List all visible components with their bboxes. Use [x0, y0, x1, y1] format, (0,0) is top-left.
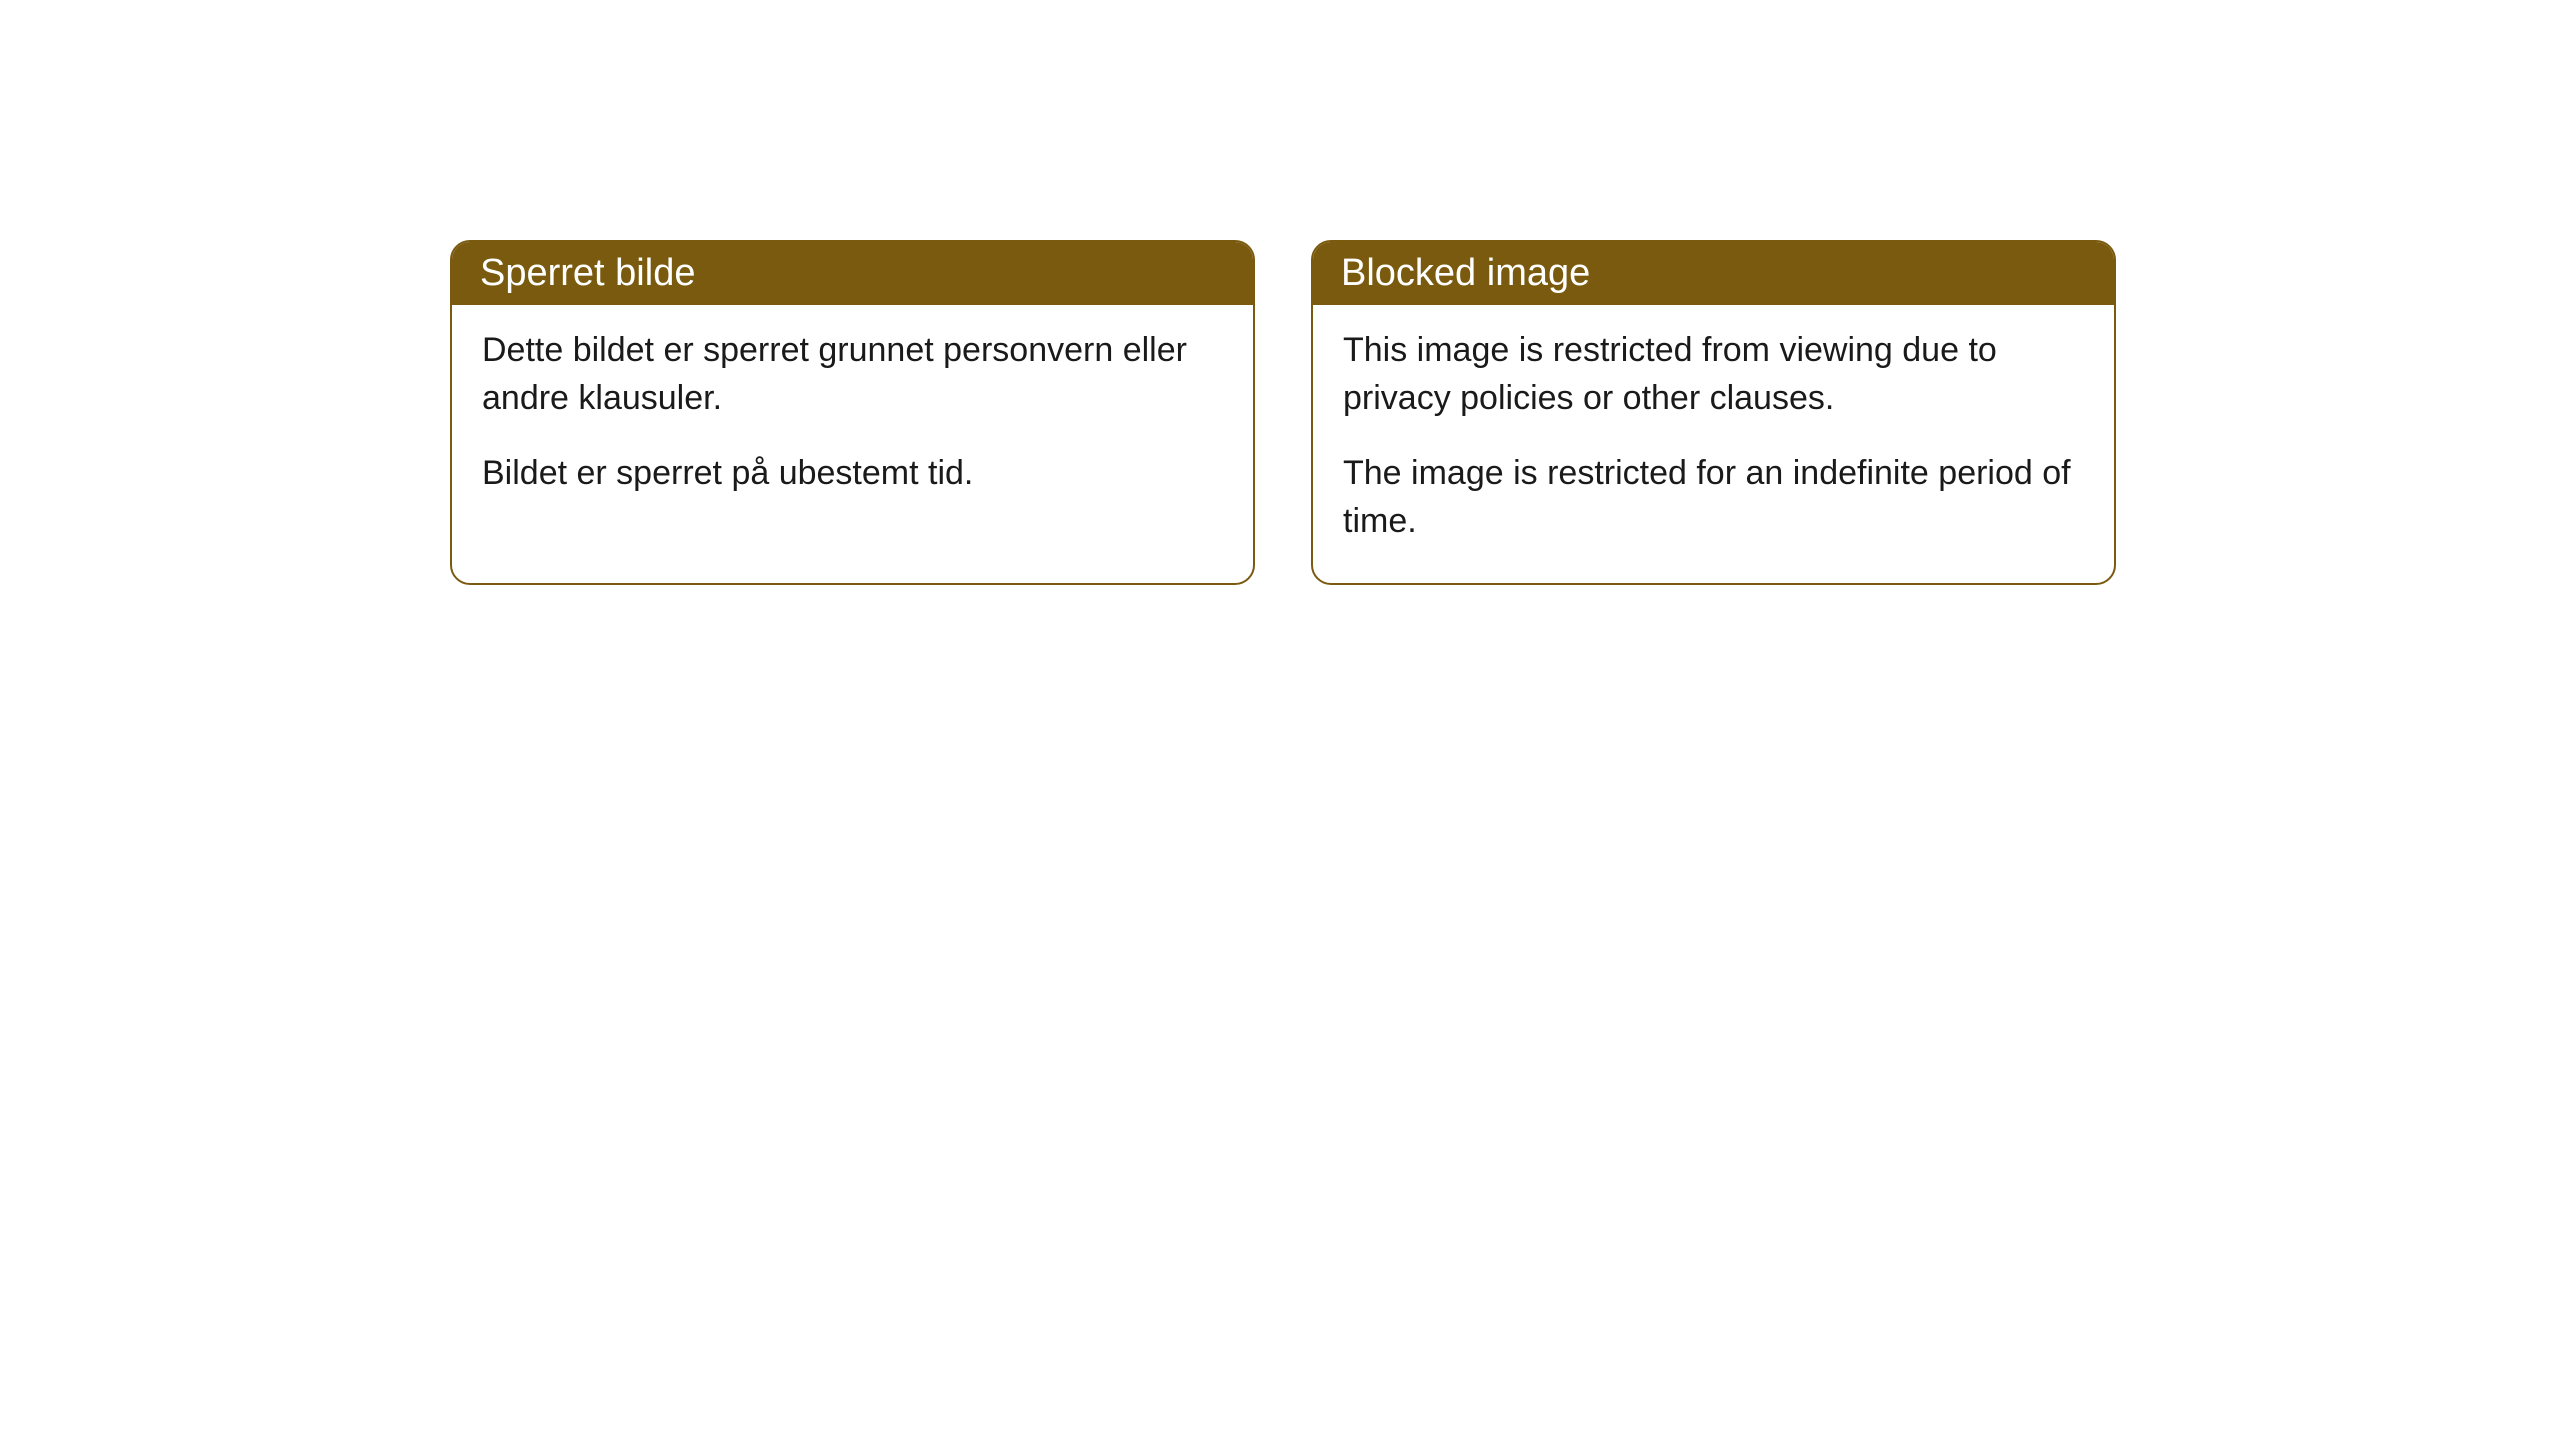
- card-body: Dette bildet er sperret grunnet personve…: [452, 305, 1253, 536]
- card-paragraph: Bildet er sperret på ubestemt tid.: [482, 450, 1223, 498]
- card-paragraph: The image is restricted for an indefinit…: [1343, 450, 2084, 545]
- card-body: This image is restricted from viewing du…: [1313, 305, 2114, 583]
- blocked-image-card-en: Blocked image This image is restricted f…: [1311, 240, 2116, 585]
- blocked-image-card-no: Sperret bilde Dette bildet er sperret gr…: [450, 240, 1255, 585]
- cards-container: Sperret bilde Dette bildet er sperret gr…: [0, 0, 2560, 585]
- card-paragraph: This image is restricted from viewing du…: [1343, 327, 2084, 422]
- card-title: Blocked image: [1341, 252, 1590, 294]
- card-header: Blocked image: [1313, 242, 2114, 305]
- card-title: Sperret bilde: [480, 252, 695, 294]
- card-header: Sperret bilde: [452, 242, 1253, 305]
- card-paragraph: Dette bildet er sperret grunnet personve…: [482, 327, 1223, 422]
